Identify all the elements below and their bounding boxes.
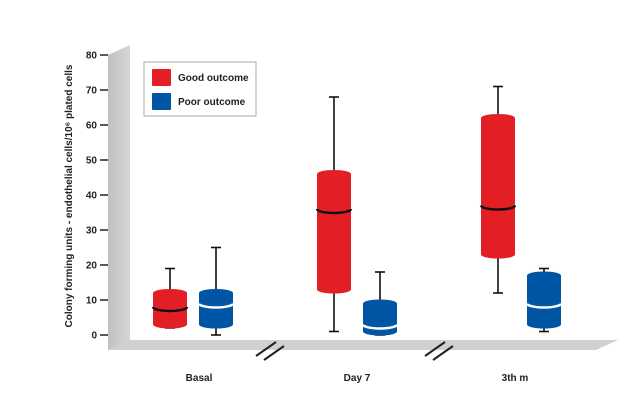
box-median xyxy=(361,324,399,330)
chart-back-wall xyxy=(108,45,130,350)
box-body xyxy=(199,293,233,329)
box-median xyxy=(151,306,189,313)
box-median xyxy=(479,205,517,211)
box-median xyxy=(525,303,563,309)
legend-label-poor-outcome: Poor outcome xyxy=(178,97,246,108)
box-top xyxy=(199,289,233,297)
y-tick-label: 60 xyxy=(86,121,98,132)
box-top xyxy=(317,170,351,178)
legend-label-good-outcome: Good outcome xyxy=(178,73,249,84)
axis-break-1 xyxy=(255,341,285,361)
x-axis-labels: Basal Day 7 3th m xyxy=(186,373,529,384)
y-tick-label: 40 xyxy=(86,191,98,202)
y-tick-label: 30 xyxy=(86,226,98,237)
box-median xyxy=(315,208,353,215)
box-median xyxy=(197,303,235,309)
box-top xyxy=(363,299,397,308)
x-tick-label: Day 7 xyxy=(344,373,371,384)
legend: Good outcome Poor outcome xyxy=(143,61,257,117)
y-tick-label: 80 xyxy=(86,51,98,62)
box-body xyxy=(527,275,561,329)
box-body xyxy=(481,118,515,259)
x-tick-label: Basal xyxy=(186,373,213,384)
y-tick-label: 10 xyxy=(86,296,98,307)
chart-floor xyxy=(108,340,618,350)
box-body xyxy=(363,303,397,336)
box-mark xyxy=(525,267,563,333)
box-mark xyxy=(315,96,353,333)
x-tick-label: 3th m xyxy=(502,373,529,384)
y-axis-ticks: 0 10 20 30 40 50 60 70 80 xyxy=(86,51,108,342)
box-mark xyxy=(197,246,235,336)
box-top xyxy=(481,114,515,122)
y-tick-label: 20 xyxy=(86,261,98,272)
box-mark xyxy=(151,267,189,329)
legend-swatch-good-outcome xyxy=(152,69,171,86)
y-axis-label: Colony forming units - endothelial cells… xyxy=(64,64,75,327)
y-tick-label: 70 xyxy=(86,86,98,97)
axis-break-2 xyxy=(424,341,454,361)
y-tick-label: 50 xyxy=(86,156,98,167)
box-top xyxy=(527,271,561,280)
box-mark xyxy=(479,85,517,294)
legend-swatch-poor-outcome xyxy=(152,93,171,110)
y-tick-label: 0 xyxy=(91,331,97,342)
box-mark xyxy=(361,271,399,336)
box-series xyxy=(151,85,563,336)
box-body xyxy=(317,174,351,294)
box-top xyxy=(153,289,187,297)
